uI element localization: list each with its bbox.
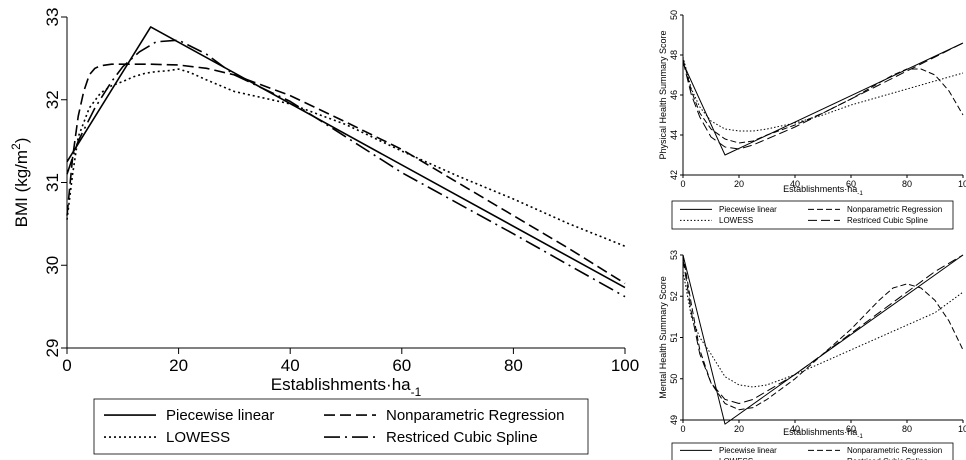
y-axis-label: Mental Health Summary Score (658, 276, 668, 399)
x-tick-label: 60 (846, 179, 856, 189)
x-tick-label: 60 (846, 424, 856, 434)
legend: Piecewise linear Nonparametric Regression… (671, 200, 954, 230)
series-line-nonparametric-regression (682, 58, 964, 144)
legend-label: Piecewise linear (719, 446, 777, 455)
legend-label: Piecewise linear (166, 407, 274, 424)
legend-label: Nonparametric Regression (847, 205, 942, 214)
y-tick-label: 52 (669, 291, 679, 301)
y-tick-label: 48 (669, 50, 679, 60)
x-tick-label: 10 (958, 179, 966, 189)
y-tick-label: 33 (43, 8, 62, 27)
series-line-lowess (66, 68, 626, 247)
legend-label: LOWESS (719, 457, 753, 460)
y-tick-label: 50 (669, 374, 679, 384)
x-tick-label: 20 (734, 179, 744, 189)
x-axis-label: Establishments·ha-1 (783, 184, 863, 197)
x-tick-label: 0 (62, 356, 71, 375)
y-tick-label: 31 (43, 173, 62, 192)
legend: Piecewise linear Nonparametric Regression… (93, 398, 589, 455)
chart-bmi: 0 20 40 60 80 100 29 30 31 32 33 Establishments·ha-… (9, 8, 639, 455)
series-line-restriced-cubic-spline (66, 39, 626, 298)
x-tick-label: 10 (958, 424, 966, 434)
y-tick-label: 51 (669, 332, 679, 342)
legend-box (671, 200, 954, 230)
x-tick-label: 80 (902, 424, 912, 434)
y-tick-label: 42 (669, 170, 679, 180)
x-tick-label: 0 (680, 424, 685, 434)
legend-label: Piecewise linear (719, 205, 777, 214)
x-axis-label: Establishments·ha-1 (271, 375, 422, 399)
x-tick-label: 80 (504, 356, 523, 375)
y-tick-label: 44 (669, 130, 679, 140)
legend-label: Restriced Cubic Spline (847, 457, 928, 460)
series-line-piecewise-linear (682, 254, 964, 425)
legend-label: Nonparametric Regression (847, 446, 942, 455)
legend-box (671, 442, 954, 460)
series-line-restriced-cubic-spline (682, 254, 964, 404)
x-tick-label: 60 (392, 356, 411, 375)
y-tick-label: 29 (43, 339, 62, 358)
legend-label: Nonparametric Regression (386, 407, 564, 424)
chart-physical: 0 20 40 60 80 10 42 44 46 48 50 Establishments·ha-1… (658, 10, 966, 230)
chart-mental: 0 20 40 60 80 10 49 50 51 52 53 Establishments·ha-1… (658, 250, 966, 460)
x-tick-label: 40 (790, 179, 800, 189)
series-line-nonparametric-regression (66, 63, 626, 285)
series-line-lowess (682, 56, 964, 132)
legend-label: Restriced Cubic Spline (847, 216, 928, 225)
series-line-piecewise-linear (66, 26, 626, 289)
legend-label: Restriced Cubic Spline (386, 429, 538, 446)
x-tick-label: 40 (281, 356, 300, 375)
x-tick-label: 100 (611, 356, 639, 375)
series-line-restriced-cubic-spline (682, 42, 964, 150)
x-tick-label: 20 (734, 424, 744, 434)
y-axis-label: BMI (kg/m2) (9, 138, 31, 228)
series-line-piecewise-linear (682, 42, 964, 156)
y-axis-label: Physical Health Summary Score (658, 30, 668, 159)
y-tick-label: 53 (669, 250, 679, 260)
y-tick-label: 50 (669, 10, 679, 20)
x-tick-label: 80 (902, 179, 912, 189)
legend-label: LOWESS (166, 429, 230, 446)
x-tick-label: 0 (680, 179, 685, 189)
legend: Piecewise linear Nonparametric Regression… (671, 442, 954, 460)
x-axis-label: Establishments·ha-1 (783, 427, 863, 440)
y-tick-label: 49 (669, 415, 679, 425)
y-tick-label: 30 (43, 256, 62, 275)
y-tick-label: 46 (669, 90, 679, 100)
series-line-lowess (682, 271, 964, 388)
legend-label: LOWESS (719, 216, 753, 225)
x-tick-label: 40 (790, 424, 800, 434)
series-line-nonparametric-regression (682, 254, 964, 411)
legend-box (93, 398, 589, 455)
x-tick-label: 20 (169, 356, 188, 375)
y-tick-label: 32 (43, 90, 62, 109)
